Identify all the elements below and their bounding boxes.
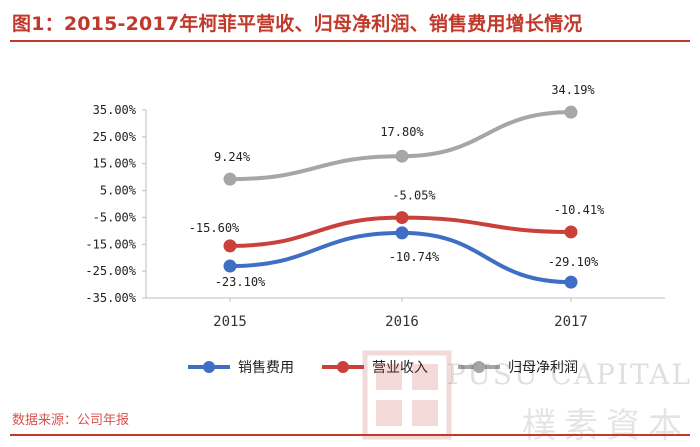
data-label: 9.24% <box>214 150 251 164</box>
data-point <box>395 211 409 225</box>
y-tick-label: -35.00% <box>85 291 136 305</box>
legend-swatch-marker <box>337 361 349 373</box>
data-point <box>223 239 237 253</box>
legend-swatch-marker <box>203 361 215 373</box>
x-tick-label: 2015 <box>213 314 247 330</box>
data-point <box>564 105 578 119</box>
y-tick-label: 35.00% <box>93 103 137 117</box>
data-label: -29.10% <box>548 255 599 269</box>
data-point <box>223 172 237 186</box>
watermark-latin: PUSU CAPITAL <box>446 358 692 391</box>
data-label: -23.10% <box>215 275 266 289</box>
x-tick-label: 2017 <box>554 314 588 330</box>
y-tick-label: -25.00% <box>85 264 136 278</box>
data-point <box>395 226 409 240</box>
legend-label: 营业收入 <box>372 360 428 376</box>
legend-label: 销售费用 <box>238 360 294 376</box>
data-point <box>223 259 237 273</box>
data-label: -10.74% <box>389 250 440 264</box>
y-tick-label: -15.00% <box>85 237 136 251</box>
data-point <box>564 275 578 289</box>
y-tick-label: -5.00% <box>93 210 137 224</box>
legend-label: 归母净利润 <box>508 359 578 376</box>
data-label: 17.80% <box>380 125 424 139</box>
source-note: 数据来源：公司年报 <box>12 413 130 428</box>
data-label: -5.05% <box>392 189 436 203</box>
y-tick-label: 5.00% <box>100 184 137 198</box>
chart-title: 图1：2015-2017年柯菲平营收、归母净利润、销售费用增长情况 <box>12 13 583 35</box>
data-label: 34.19% <box>551 83 595 97</box>
watermark-seal <box>362 350 452 440</box>
series-line <box>228 110 573 182</box>
y-tick-label: 25.00% <box>93 130 137 144</box>
watermark-cjk: 樸素資本 <box>522 406 690 446</box>
legend-swatch-marker <box>473 361 485 373</box>
y-tick-label: 15.00% <box>93 157 137 171</box>
data-label: -10.41% <box>554 203 605 217</box>
data-point <box>395 149 409 163</box>
x-tick-label: 2016 <box>385 314 419 330</box>
data-point <box>564 225 578 239</box>
data-label: -15.60% <box>189 221 240 235</box>
bottom-divider <box>10 434 690 436</box>
title-divider <box>10 40 690 42</box>
